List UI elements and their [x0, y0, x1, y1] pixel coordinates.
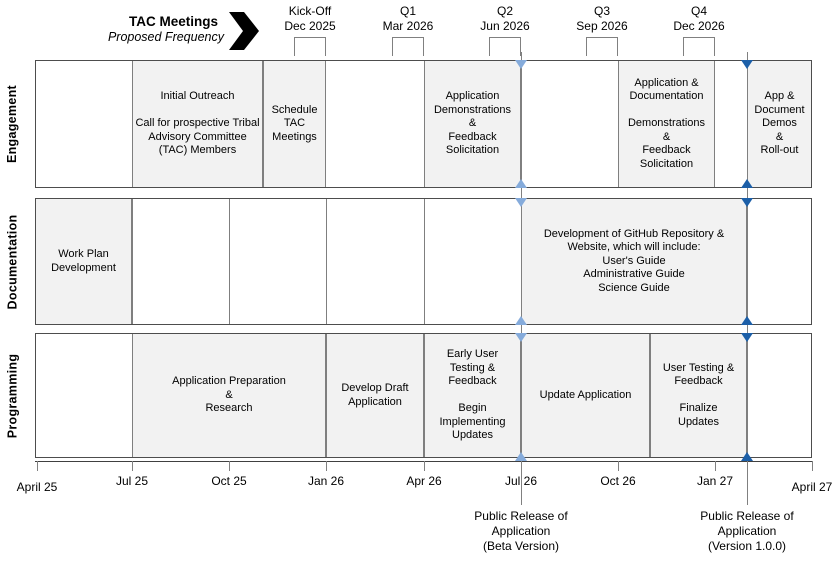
header-title: TAC Meetings — [128, 14, 218, 29]
axis-tick-label: April 27 — [791, 480, 833, 494]
axis-tick-label: Oct 26 — [600, 474, 636, 488]
triangle-marker-icon — [741, 179, 753, 188]
milestone-bracket — [586, 37, 618, 56]
release-marker-line — [521, 52, 522, 505]
milestone-bracket — [392, 37, 424, 56]
task-box: Application Preparation & Research — [132, 333, 326, 458]
axis-line — [35, 461, 812, 462]
task-box: User Testing & Feedback Finalize Updates — [650, 333, 747, 458]
lane-divider — [424, 198, 425, 325]
milestone-label: Q3 Sep 2026 — [576, 4, 628, 33]
task-box: Work Plan Development — [35, 198, 132, 325]
axis-tick — [229, 461, 230, 471]
lane-divider — [132, 198, 133, 325]
milestone-label: Q1 Mar 2026 — [382, 4, 434, 33]
chevron-right-icon — [229, 12, 259, 50]
task-box: Early User Testing & Feedback Begin Impl… — [424, 333, 521, 458]
milestone-bracket — [683, 37, 715, 56]
release-annotation: Public Release of Application (Beta Vers… — [474, 509, 568, 553]
milestone-label: Q2 Jun 2026 — [480, 4, 530, 33]
lane-label: Programming — [5, 353, 19, 438]
header-subtitle: Proposed Frequency — [107, 30, 224, 44]
milestone-label: Kick-Off Dec 2025 — [284, 4, 336, 33]
axis-tick-label: Jan 26 — [307, 474, 345, 488]
axis-tick-label: Jan 27 — [696, 474, 734, 488]
axis-tick — [326, 461, 327, 471]
release-marker-line — [747, 52, 748, 505]
axis-tick — [715, 461, 716, 471]
triangle-marker-icon — [515, 452, 527, 461]
task-box: Update Application — [521, 333, 650, 458]
task-box: Schedule TAC Meetings — [263, 60, 326, 188]
lane-label: Documentation — [5, 214, 19, 309]
axis-tick-label: April 25 — [16, 480, 58, 494]
axis-tick — [37, 461, 38, 471]
lane-divider — [326, 198, 327, 325]
task-box: Application & Documentation Demonstratio… — [618, 60, 715, 188]
triangle-marker-icon — [741, 333, 753, 342]
lane-divider — [229, 198, 230, 325]
release-annotation: Public Release of Application (Version 1… — [700, 509, 794, 553]
triangle-marker-icon — [515, 198, 527, 207]
axis-tick-label: Jul 25 — [115, 474, 149, 488]
milestone-bracket — [489, 37, 521, 56]
axis-tick — [132, 461, 133, 471]
milestone-label: Q4 Dec 2026 — [673, 4, 725, 33]
axis-tick-label: Apr 26 — [406, 474, 442, 488]
triangle-marker-icon — [515, 316, 527, 325]
axis-tick — [812, 461, 813, 471]
task-box: App & Document Demos & Roll-out — [747, 60, 812, 188]
triangle-marker-icon — [741, 316, 753, 325]
triangle-marker-icon — [741, 60, 753, 69]
lane-label: Engagement — [5, 85, 19, 164]
triangle-marker-icon — [515, 60, 527, 69]
task-box: Develop Draft Application — [326, 333, 424, 458]
axis-tick — [618, 461, 619, 471]
axis-tick — [424, 461, 425, 471]
triangle-marker-icon — [741, 198, 753, 207]
triangle-marker-icon — [741, 452, 753, 461]
triangle-marker-icon — [515, 333, 527, 342]
task-box: Application Demonstrations & Feedback So… — [424, 60, 521, 188]
task-box: Development of GitHub Repository & Websi… — [521, 198, 747, 325]
triangle-marker-icon — [515, 179, 527, 188]
axis-tick-label: Oct 25 — [211, 474, 247, 488]
task-box: Initial Outreach Call for prospective Tr… — [132, 60, 263, 188]
milestone-bracket — [294, 37, 326, 56]
